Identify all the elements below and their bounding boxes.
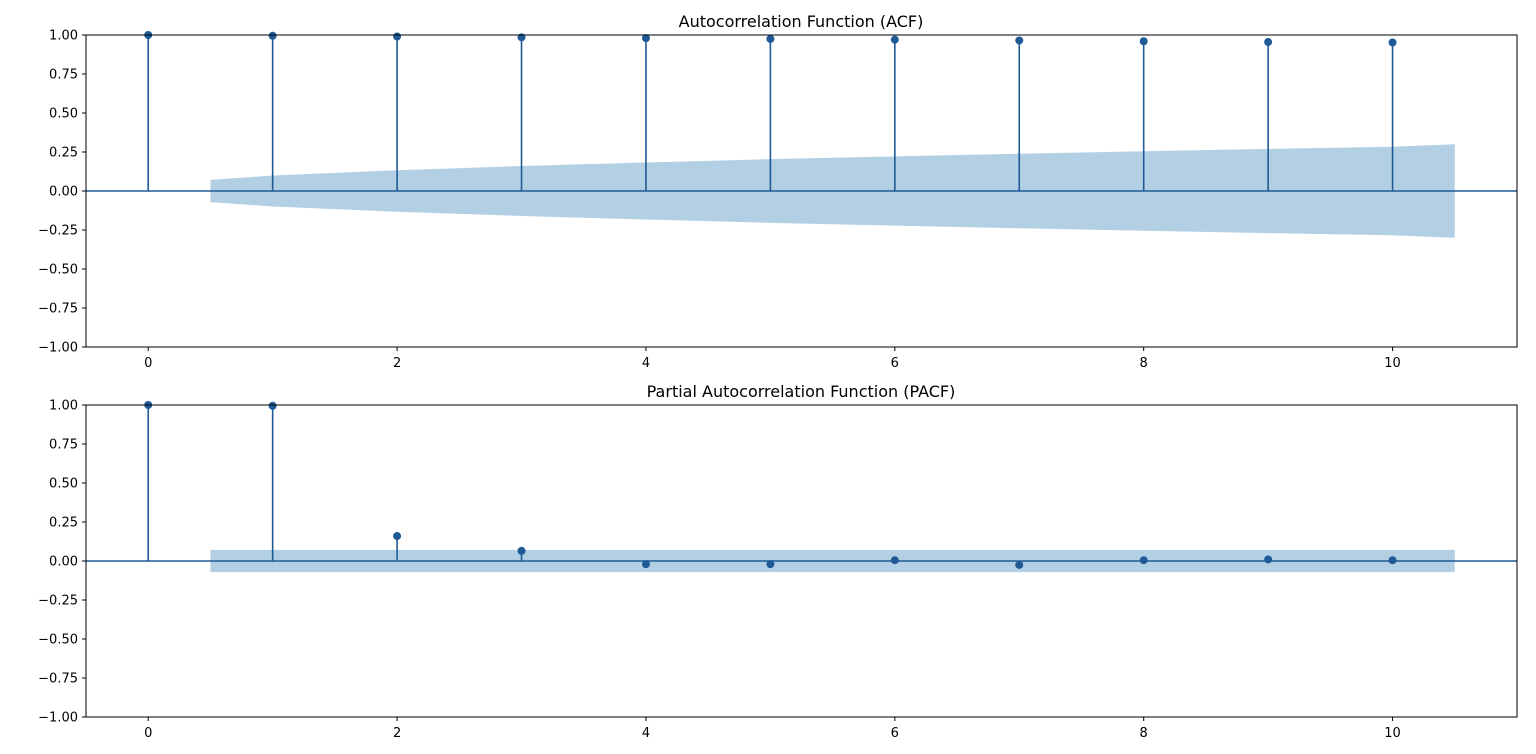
acf-marker-lag-1 (268, 31, 277, 40)
acf-plot-area (86, 35, 1517, 238)
pacf-y-tick-label: −0.75 (38, 672, 78, 687)
acf-y-tick-label: −1.00 (38, 341, 78, 356)
acf-y-tick-label: 0.75 (49, 68, 78, 83)
pacf-x-tick-label: 0 (144, 726, 152, 741)
pacf-y-tick-label: 0.50 (49, 477, 78, 492)
pacf-y-tick-label: 0.00 (49, 555, 78, 570)
acf-marker-lag-5 (766, 34, 775, 43)
pacf-y-tick-label: 0.25 (49, 516, 78, 531)
pacf-y-tick-label: −1.00 (38, 711, 78, 726)
pacf-x-tick-label: 2 (393, 726, 401, 741)
pacf-chart-title: Partial Autocorrelation Function (PACF) (647, 382, 956, 401)
acf-marker-lag-8 (1139, 37, 1148, 46)
pacf-marker-lag-5 (766, 560, 775, 569)
acf-marker-lag-10 (1388, 38, 1397, 47)
pacf-x-tick-label: 6 (891, 726, 899, 741)
acf-marker-lag-7 (1015, 36, 1024, 45)
pacf-y-tick-label: 0.75 (49, 438, 78, 453)
acf-y-tick-label: 1.00 (49, 29, 78, 44)
pacf-marker-lag-6 (890, 556, 899, 565)
pacf-marker-lag-1 (268, 401, 277, 410)
acf-x-tick-label: 0 (144, 356, 152, 371)
acf-y-tick-label: 0.25 (49, 146, 78, 161)
pacf-x-tick-label: 8 (1140, 726, 1148, 741)
acf-marker-lag-2 (393, 32, 402, 41)
pacf-marker-lag-7 (1015, 560, 1024, 569)
pacf-marker-lag-3 (517, 546, 526, 555)
acf-marker-lag-9 (1264, 38, 1273, 47)
acf-x-tick-label: 2 (393, 356, 401, 371)
pacf-plot-area (86, 405, 1517, 573)
pacf-marker-lag-9 (1264, 555, 1273, 564)
pacf-y-tick-label: −0.25 (38, 594, 78, 609)
pacf-y-tick-label: 1.00 (49, 399, 78, 414)
acf-y-tick-label: −0.25 (38, 224, 78, 239)
pacf-x-tick-label: 10 (1384, 726, 1401, 741)
acf-y-tick-label: −0.50 (38, 263, 78, 278)
acf-y-tick-label: 0.00 (49, 185, 78, 200)
acf-marker-lag-4 (641, 34, 650, 43)
acf-y-tick-label: −0.75 (38, 302, 78, 317)
acf-x-tick-label: 8 (1140, 356, 1148, 371)
acf-chart-title: Autocorrelation Function (ACF) (679, 12, 924, 31)
acf-marker-lag-6 (890, 35, 899, 44)
pacf-marker-lag-10 (1388, 556, 1397, 565)
pacf-marker-lag-8 (1139, 556, 1148, 565)
pacf-x-tick-label: 4 (642, 726, 650, 741)
acf-chart: Autocorrelation Function (ACF) 1.00 0.75 0… (38, 12, 1518, 371)
pacf-chart: Partial Autocorrelation Function (PACF) … (38, 382, 1518, 741)
acf-x-tick-label: 10 (1384, 356, 1401, 371)
pacf-marker-lag-2 (393, 532, 402, 541)
pacf-y-tick-label: −0.50 (38, 633, 78, 648)
acf-x-tick-label: 4 (642, 356, 650, 371)
acf-y-tick-label: 0.50 (49, 107, 78, 122)
acf-x-tick-label: 6 (891, 356, 899, 371)
pacf-marker-lag-4 (641, 560, 650, 569)
